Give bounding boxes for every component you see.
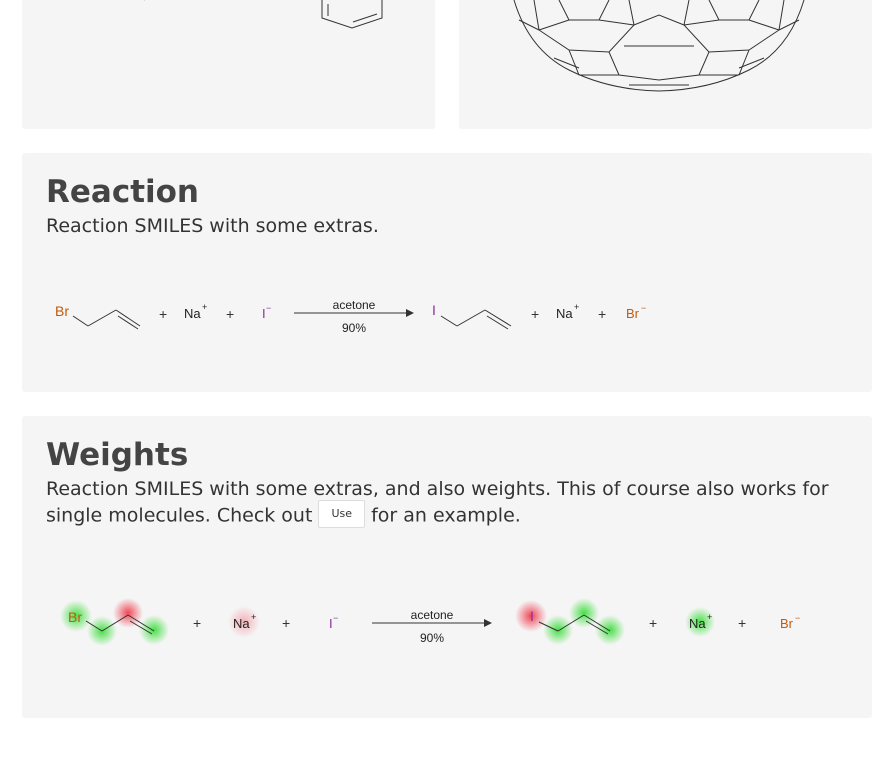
weights-bromide-charge: −	[795, 613, 800, 623]
weights-plus-1: +	[193, 615, 201, 631]
sodium-charge: +	[202, 302, 207, 312]
iodide-charge: −	[266, 303, 271, 313]
reactant-bromine-label: Br	[55, 303, 69, 319]
sodium-label: Na	[184, 306, 201, 321]
reagent-label: acetone	[333, 298, 376, 312]
benzene-card	[22, 0, 435, 129]
reaction-plus-3: +	[531, 306, 539, 322]
reaction-plus-2: +	[226, 306, 234, 322]
weights-product-sodium-charge: +	[707, 612, 712, 622]
product-iodine-label: I	[432, 302, 436, 318]
weights-iodide-label: I	[329, 616, 333, 631]
weights-plus-2: +	[282, 615, 290, 631]
product-sodium-label: Na	[556, 306, 573, 321]
fullerene-card	[459, 0, 872, 129]
reaction-plus-4: +	[598, 306, 606, 322]
weights-description: Reaction SMILES with some extras, and al…	[46, 477, 846, 530]
weights-reaction-arrowhead	[484, 619, 492, 627]
allyl-bromide-bonds	[72, 309, 141, 330]
weights-title: Weights	[46, 437, 189, 473]
reaction-title: Reaction	[46, 174, 200, 210]
reaction-description: Reaction SMILES with some extras.	[46, 215, 379, 237]
weights-reagent-label: acetone	[411, 608, 454, 622]
allyl-iodide-bonds	[440, 309, 512, 330]
weights-sodium-label: Na	[233, 616, 250, 631]
reaction-arrowhead	[406, 309, 414, 317]
weights-description-start: Reaction SMILES with some extras, and al…	[46, 478, 829, 527]
reaction-card: Reaction Reaction SMILES with some extra…	[22, 153, 872, 392]
weights-scheme: Br + Na + + I − acetone 90% I + Na + + B…	[60, 598, 800, 646]
weights-reactant-bromine-label: Br	[68, 609, 82, 625]
reaction-scheme: Br + Na + + I − acetone 90% I + Na + + B…	[55, 298, 646, 335]
weights-allyl-iodide-bonds	[538, 614, 611, 635]
weights-yield-label: 90%	[420, 631, 444, 645]
product-sodium-charge: +	[574, 302, 579, 312]
weights-product-iodine-label: I	[530, 608, 534, 624]
weights-plus-3: +	[649, 615, 657, 631]
iodide-label: I	[262, 306, 266, 321]
fullerene-structure	[513, 0, 805, 92]
weights-product-sodium-label: Na	[689, 616, 706, 631]
use-example-button[interactable]: Use	[318, 500, 366, 528]
weights-description-end: for an example.	[371, 504, 521, 527]
weights-card: Weights Reaction SMILES with some extras…	[22, 416, 872, 718]
bromide-label: Br	[626, 306, 640, 321]
benzene-structure	[144, 0, 383, 29]
weight-highlights	[60, 598, 715, 646]
weights-plus-4: +	[738, 615, 746, 631]
weights-bromide-label: Br	[780, 616, 794, 631]
weights-sodium-charge: +	[251, 612, 256, 622]
yield-label: 90%	[342, 321, 366, 335]
reaction-plus-1: +	[159, 306, 167, 322]
weights-allyl-bromide-bonds	[85, 614, 155, 635]
bromide-charge: −	[641, 303, 646, 313]
weights-iodide-charge: −	[333, 613, 338, 623]
